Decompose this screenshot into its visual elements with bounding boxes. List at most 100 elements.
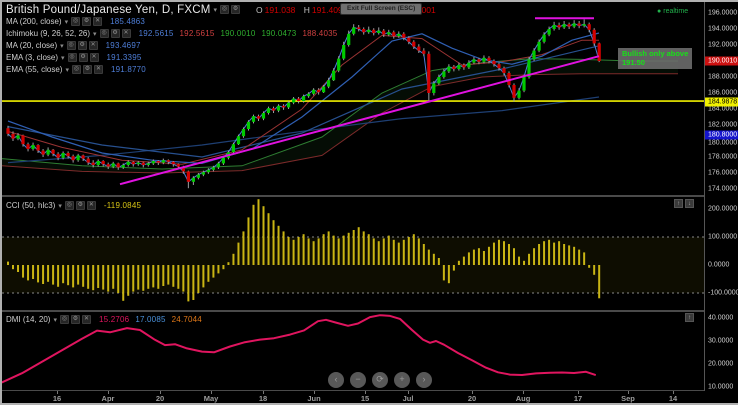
indicator-label[interactable]: EMA (3, close)	[6, 53, 59, 62]
candle-body	[292, 98, 296, 103]
cci-pane-move-up-button[interactable]: ↑	[674, 199, 683, 208]
cci-legend: CCI (50, hlc3) ▾ ◎ ⚙ ✕ -119.0845	[6, 200, 147, 211]
candle-body	[507, 73, 511, 85]
settings-icon[interactable]: ⚙	[110, 29, 120, 38]
dmi-dropdown-icon[interactable]: ▾	[53, 316, 57, 324]
indicator-value-0: 192.5615	[138, 29, 174, 38]
time-axis[interactable]: 16 Apr 20 May 18 Jun 15 Jul 20 Aug 17 Sep 14	[2, 391, 704, 403]
reset-view-button[interactable]: ⟳	[372, 372, 388, 388]
close-icon[interactable]: ✕	[93, 65, 103, 74]
time-tick	[57, 391, 58, 394]
settings-icon[interactable]: ⚙	[77, 41, 87, 50]
time-tick	[472, 391, 473, 394]
candle-body	[121, 165, 125, 168]
eye-icon[interactable]: ◎	[66, 41, 76, 50]
eye-icon[interactable]: ◎	[99, 29, 109, 38]
price-pane[interactable]: British Pound/Japanese Yen, D, FXCM ▾ ◎ …	[2, 2, 704, 195]
cci-pane[interactable]: CCI (50, hlc3) ▾ ◎ ⚙ ✕ -119.0845 ↑ ↓	[2, 198, 704, 310]
bullish-note[interactable]: Bullish only above 191.50	[618, 48, 693, 69]
close-icon[interactable]: ✕	[89, 53, 99, 62]
cci-dropdown-icon[interactable]: ▾	[58, 202, 62, 210]
dmi-pane-canvas[interactable]	[2, 312, 704, 391]
settings-icon[interactable]: ⚙	[82, 65, 92, 74]
pane-separator[interactable]	[2, 195, 738, 197]
time-label: 18	[258, 394, 268, 403]
candle-body	[41, 150, 45, 155]
indicator-dropdown-icon[interactable]: ▾	[93, 30, 97, 38]
candle-body	[407, 37, 411, 42]
candle-body	[146, 163, 150, 165]
axis-separator	[2, 390, 738, 391]
candle-body	[402, 33, 406, 38]
candle-body	[327, 80, 331, 87]
symbol-style-icon[interactable]: ◎	[220, 5, 230, 14]
candle-body	[392, 32, 396, 37]
cci-settings-icon[interactable]: ⚙	[75, 201, 85, 210]
close-icon[interactable]: ✕	[121, 29, 131, 38]
price-pane-canvas[interactable]	[2, 2, 704, 195]
exit-fullscreen-button[interactable]: Exit Full Screen (ESC)	[340, 3, 423, 15]
price-tick: 194.0000	[708, 25, 738, 33]
close-icon[interactable]: ✕	[88, 41, 98, 50]
dmi-pane-move-up-button[interactable]: ↑	[685, 313, 694, 322]
indicator-value-0: 191.3395	[106, 53, 142, 62]
cci-eye-icon[interactable]: ◎	[64, 201, 74, 210]
cci-close-icon[interactable]: ✕	[86, 201, 96, 210]
zoom-out-button[interactable]: −	[350, 372, 366, 388]
indicator-label[interactable]: MA (20, close)	[6, 41, 58, 50]
candle-body	[71, 156, 75, 161]
indicator-row-0: MA (200, close) ▾ ◎ ⚙ ✕ 185.4863	[6, 16, 436, 27]
candle-body	[266, 108, 271, 113]
dmi-value-2: 24.7044	[171, 315, 202, 324]
eye-icon[interactable]: ◎	[67, 53, 77, 62]
ema55-line	[7, 45, 600, 158]
indicator-dropdown-icon[interactable]: ▾	[60, 42, 64, 50]
price-tick: 182.0000	[708, 121, 738, 129]
candle-body	[572, 23, 576, 27]
cci-pane-move-down-button[interactable]: ↓	[685, 199, 694, 208]
cci-label[interactable]: CCI (50, hlc3)	[6, 201, 56, 210]
uptrend-line[interactable]	[119, 55, 600, 186]
indicator-dropdown-icon[interactable]: ▾	[64, 18, 69, 26]
eye-icon[interactable]: ◎	[71, 17, 81, 26]
indicator-value-0: 191.8770	[110, 65, 146, 74]
symbol-settings-icon[interactable]: ⚙	[231, 5, 241, 14]
time-label: 20	[467, 394, 477, 403]
indicator-value-1: 192.5615	[179, 29, 215, 38]
indicator-label[interactable]: EMA (55, close)	[6, 65, 63, 74]
dmi-tick: 10.0000	[708, 383, 734, 391]
settings-icon[interactable]: ⚙	[82, 17, 92, 26]
close-icon[interactable]: ✕	[93, 17, 103, 26]
scroll-right-button[interactable]: ›	[416, 372, 432, 388]
candle-body	[91, 162, 95, 165]
price-tick: 174.0000	[708, 185, 738, 193]
candle-body	[457, 65, 461, 69]
eye-icon[interactable]: ◎	[71, 65, 81, 74]
candle-body	[357, 27, 361, 29]
time-label: Sep	[621, 394, 635, 403]
dmi-close-icon[interactable]: ✕	[81, 315, 91, 324]
scroll-left-button[interactable]: ‹	[328, 372, 344, 388]
indicator-dropdown-icon[interactable]: ▾	[61, 54, 65, 62]
candle-body	[502, 68, 506, 73]
indicator-dropdown-icon[interactable]: ▾	[65, 66, 69, 74]
candle-body	[522, 77, 526, 91]
pane-separator[interactable]	[2, 310, 738, 312]
time-label: 14	[668, 394, 678, 403]
dmi-eye-icon[interactable]: ◎	[59, 315, 69, 324]
indicator-label[interactable]: MA (200, close)	[6, 17, 62, 26]
cci-pane-canvas[interactable]	[2, 198, 704, 310]
symbol-dropdown-icon[interactable]: ▾	[213, 6, 218, 14]
cci-tick: 0.0000	[708, 261, 730, 269]
candle-body	[151, 161, 155, 164]
zoom-in-button[interactable]: +	[394, 372, 410, 388]
settings-icon[interactable]: ⚙	[78, 53, 88, 62]
dmi-settings-icon[interactable]: ⚙	[70, 315, 80, 324]
dmi-label[interactable]: DMI (14, 20)	[6, 315, 51, 324]
candle-body	[302, 96, 306, 101]
candle-body	[31, 145, 35, 149]
symbol-title[interactable]: British Pound/Japanese Yen, D, FXCM	[6, 3, 211, 16]
price-axis[interactable]: 196.0000 194.0000 192.0000 188.0000 186.0000…	[704, 2, 738, 391]
candle-body	[156, 161, 160, 163]
indicator-label[interactable]: Ichimoku (9, 26, 52, 26)	[6, 29, 91, 38]
